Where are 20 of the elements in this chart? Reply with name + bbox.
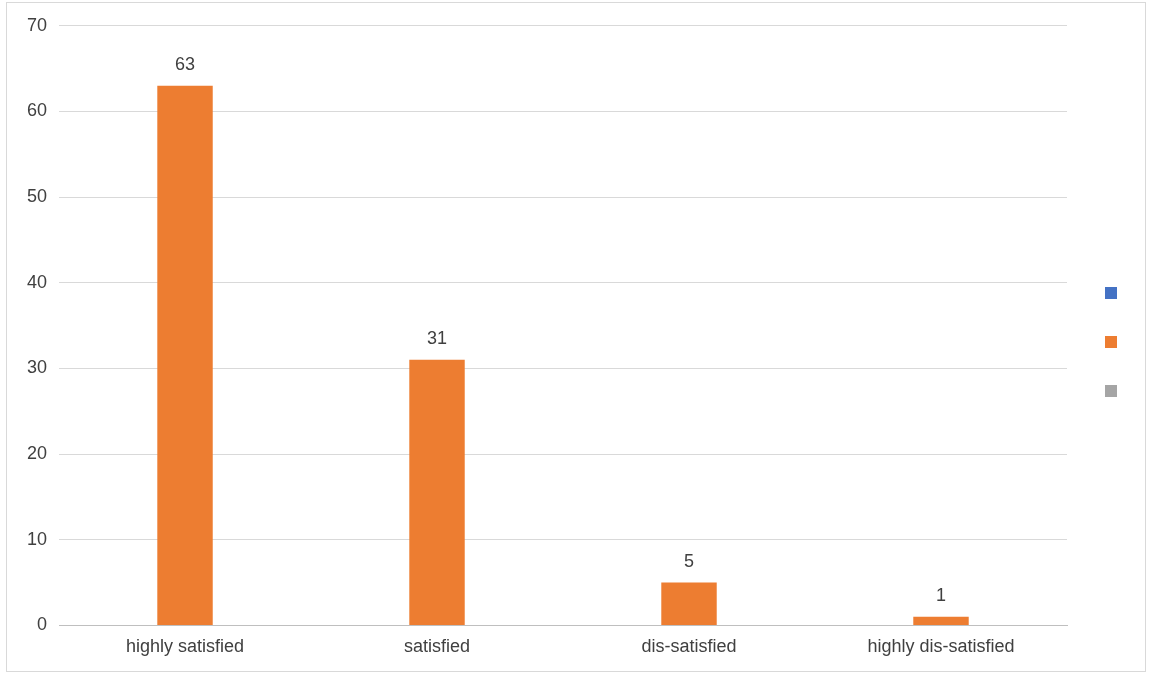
y-tick-label: 50 [26,186,48,207]
data-label: 1 [935,584,947,605]
y-tick-label: 60 [26,100,48,121]
bar [157,85,213,625]
x-tick-label: satisfied [403,636,471,657]
x-tick-label: highly satisfied [125,636,245,657]
data-label: 31 [427,327,448,348]
y-tick-label: 70 [26,14,48,35]
bar [409,359,465,625]
bar [661,582,717,625]
y-tick-label: 30 [26,357,48,378]
bar [913,616,969,625]
y-tick-label: 0 [37,614,48,635]
data-label: 63 [175,53,196,74]
data-label: 5 [684,550,695,571]
y-tick-label: 20 [26,443,48,464]
x-tick-label: highly dis-satisfied [867,636,1015,657]
y-tick-label: 40 [26,271,48,292]
y-tick-label: 10 [26,528,48,549]
x-tick-label: dis-satisfied [641,636,737,657]
